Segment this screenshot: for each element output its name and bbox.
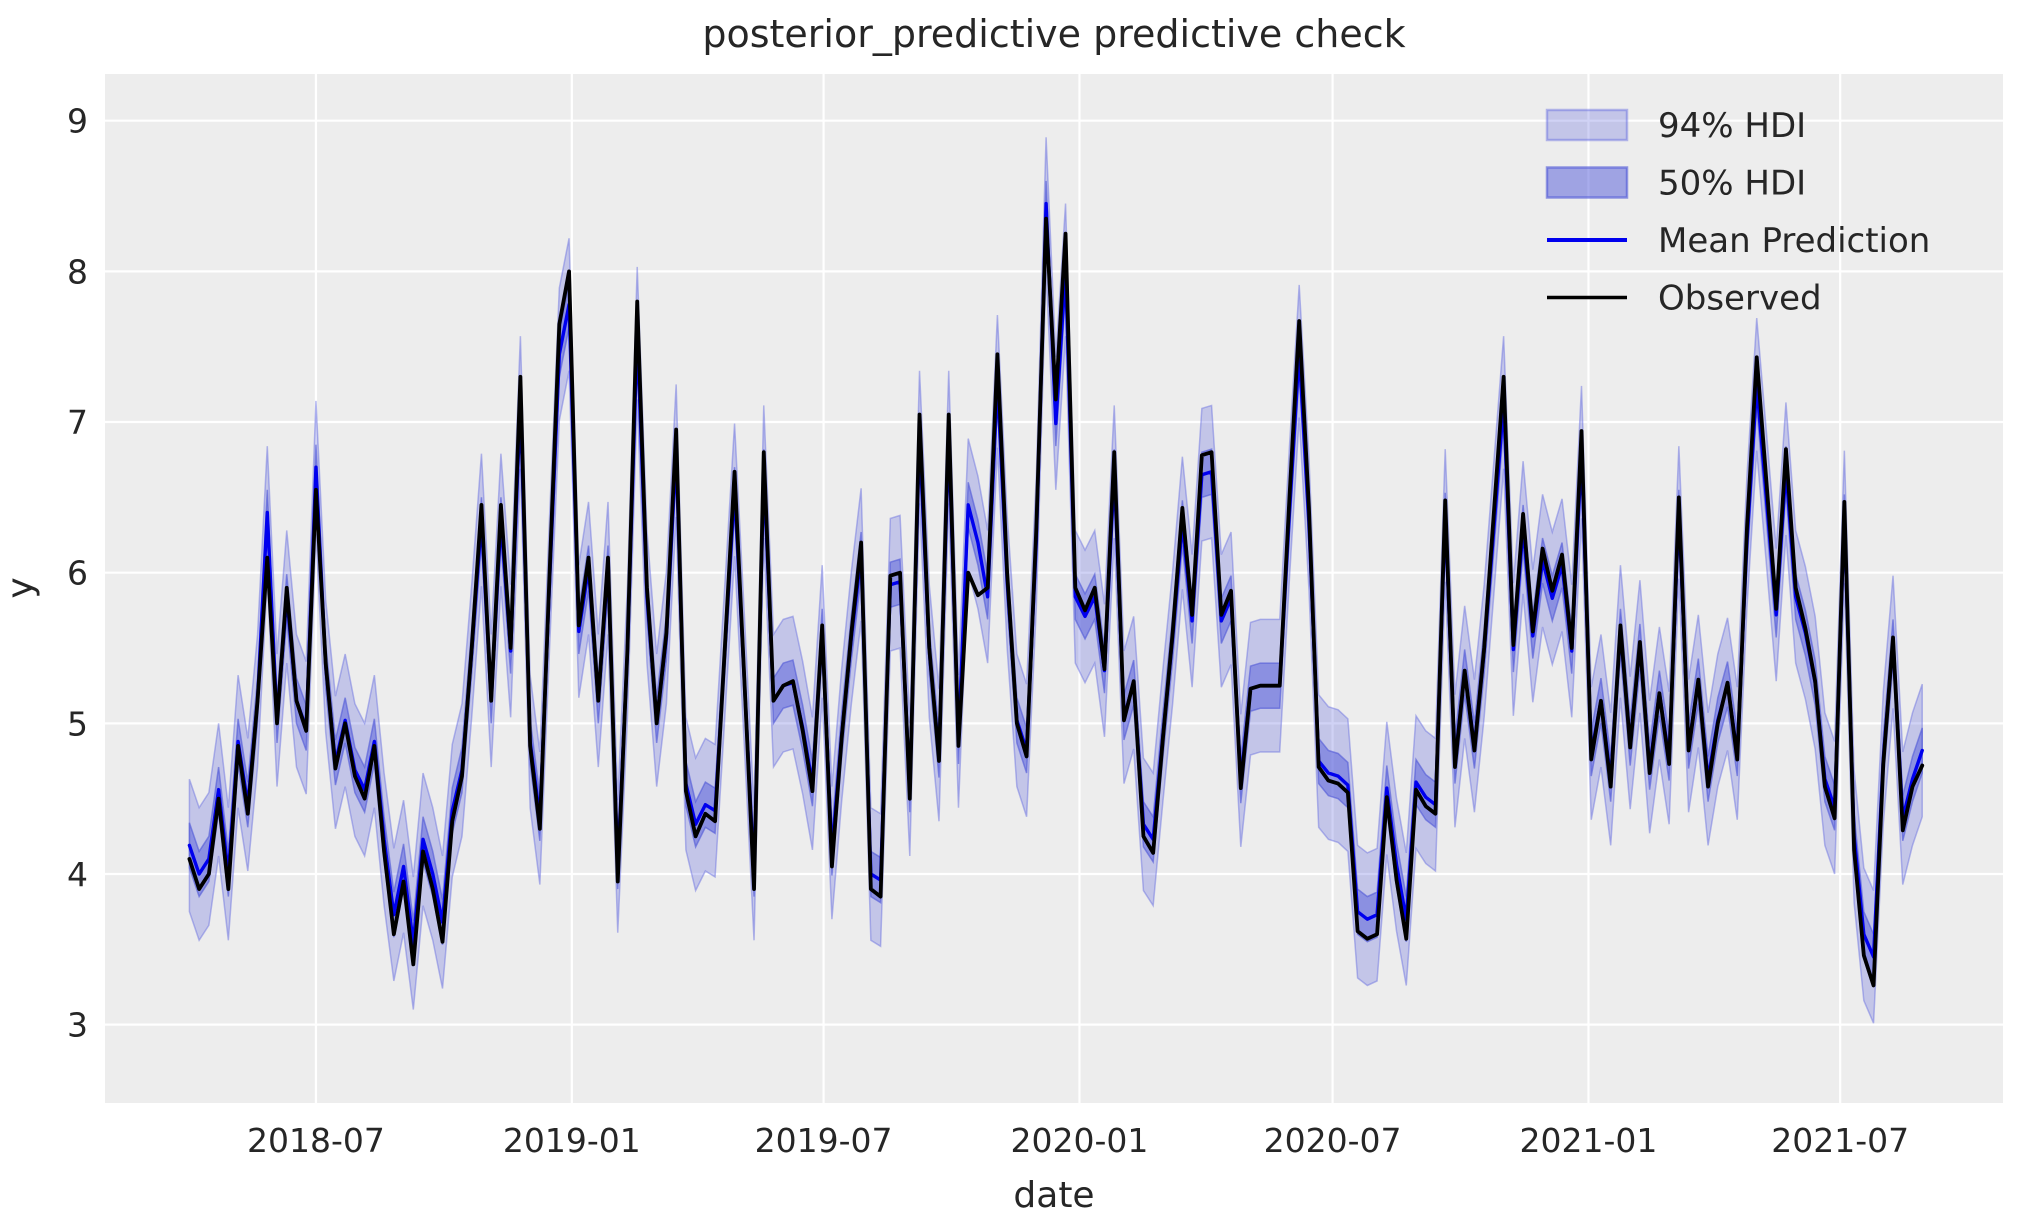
legend-label: Mean Prediction [1658, 221, 1930, 261]
y-axis-label: y [0, 577, 41, 598]
y-tick-label: 9 [67, 102, 88, 141]
x-tick-label: 2020-07 [1264, 1121, 1402, 1160]
y-tick-labels: 3 4 5 6 7 8 9 [67, 102, 88, 1045]
y-tick-label: 5 [67, 704, 88, 743]
x-tick-label: 2021-01 [1520, 1121, 1658, 1160]
y-tick-label: 6 [67, 554, 88, 593]
chart-title: posterior_predictive predictive check [702, 12, 1405, 56]
legend-label: Observed [1658, 279, 1822, 319]
legend: 94% HDI 50% HDI Mean Prediction Observed [1545, 106, 1930, 319]
x-tick-label: 2019-01 [503, 1121, 641, 1160]
x-axis-label: date [1013, 1175, 1094, 1216]
x-tick-label: 2021-07 [1771, 1121, 1909, 1160]
y-tick-label: 7 [67, 403, 88, 442]
x-tick-label: 2020-01 [1011, 1121, 1149, 1160]
x-tick-label: 2018-07 [247, 1121, 385, 1160]
legend-label: 94% HDI [1658, 106, 1806, 146]
plot-area [105, 74, 2003, 1103]
y-tick-label: 4 [67, 855, 88, 894]
x-tick-label: 2019-07 [755, 1121, 893, 1160]
hdi50-legend-swatch [1545, 166, 1629, 199]
x-tick-labels: 2018-07 2019-01 2019-07 2020-01 2020-07 2021-… [247, 1121, 1909, 1160]
observed-line [187, 216, 1925, 988]
legend-label: 50% HDI [1658, 164, 1806, 204]
y-tick-label: 3 [67, 1006, 88, 1045]
y-tick-label: 8 [67, 252, 88, 291]
hdi94-legend-swatch [1545, 108, 1629, 142]
